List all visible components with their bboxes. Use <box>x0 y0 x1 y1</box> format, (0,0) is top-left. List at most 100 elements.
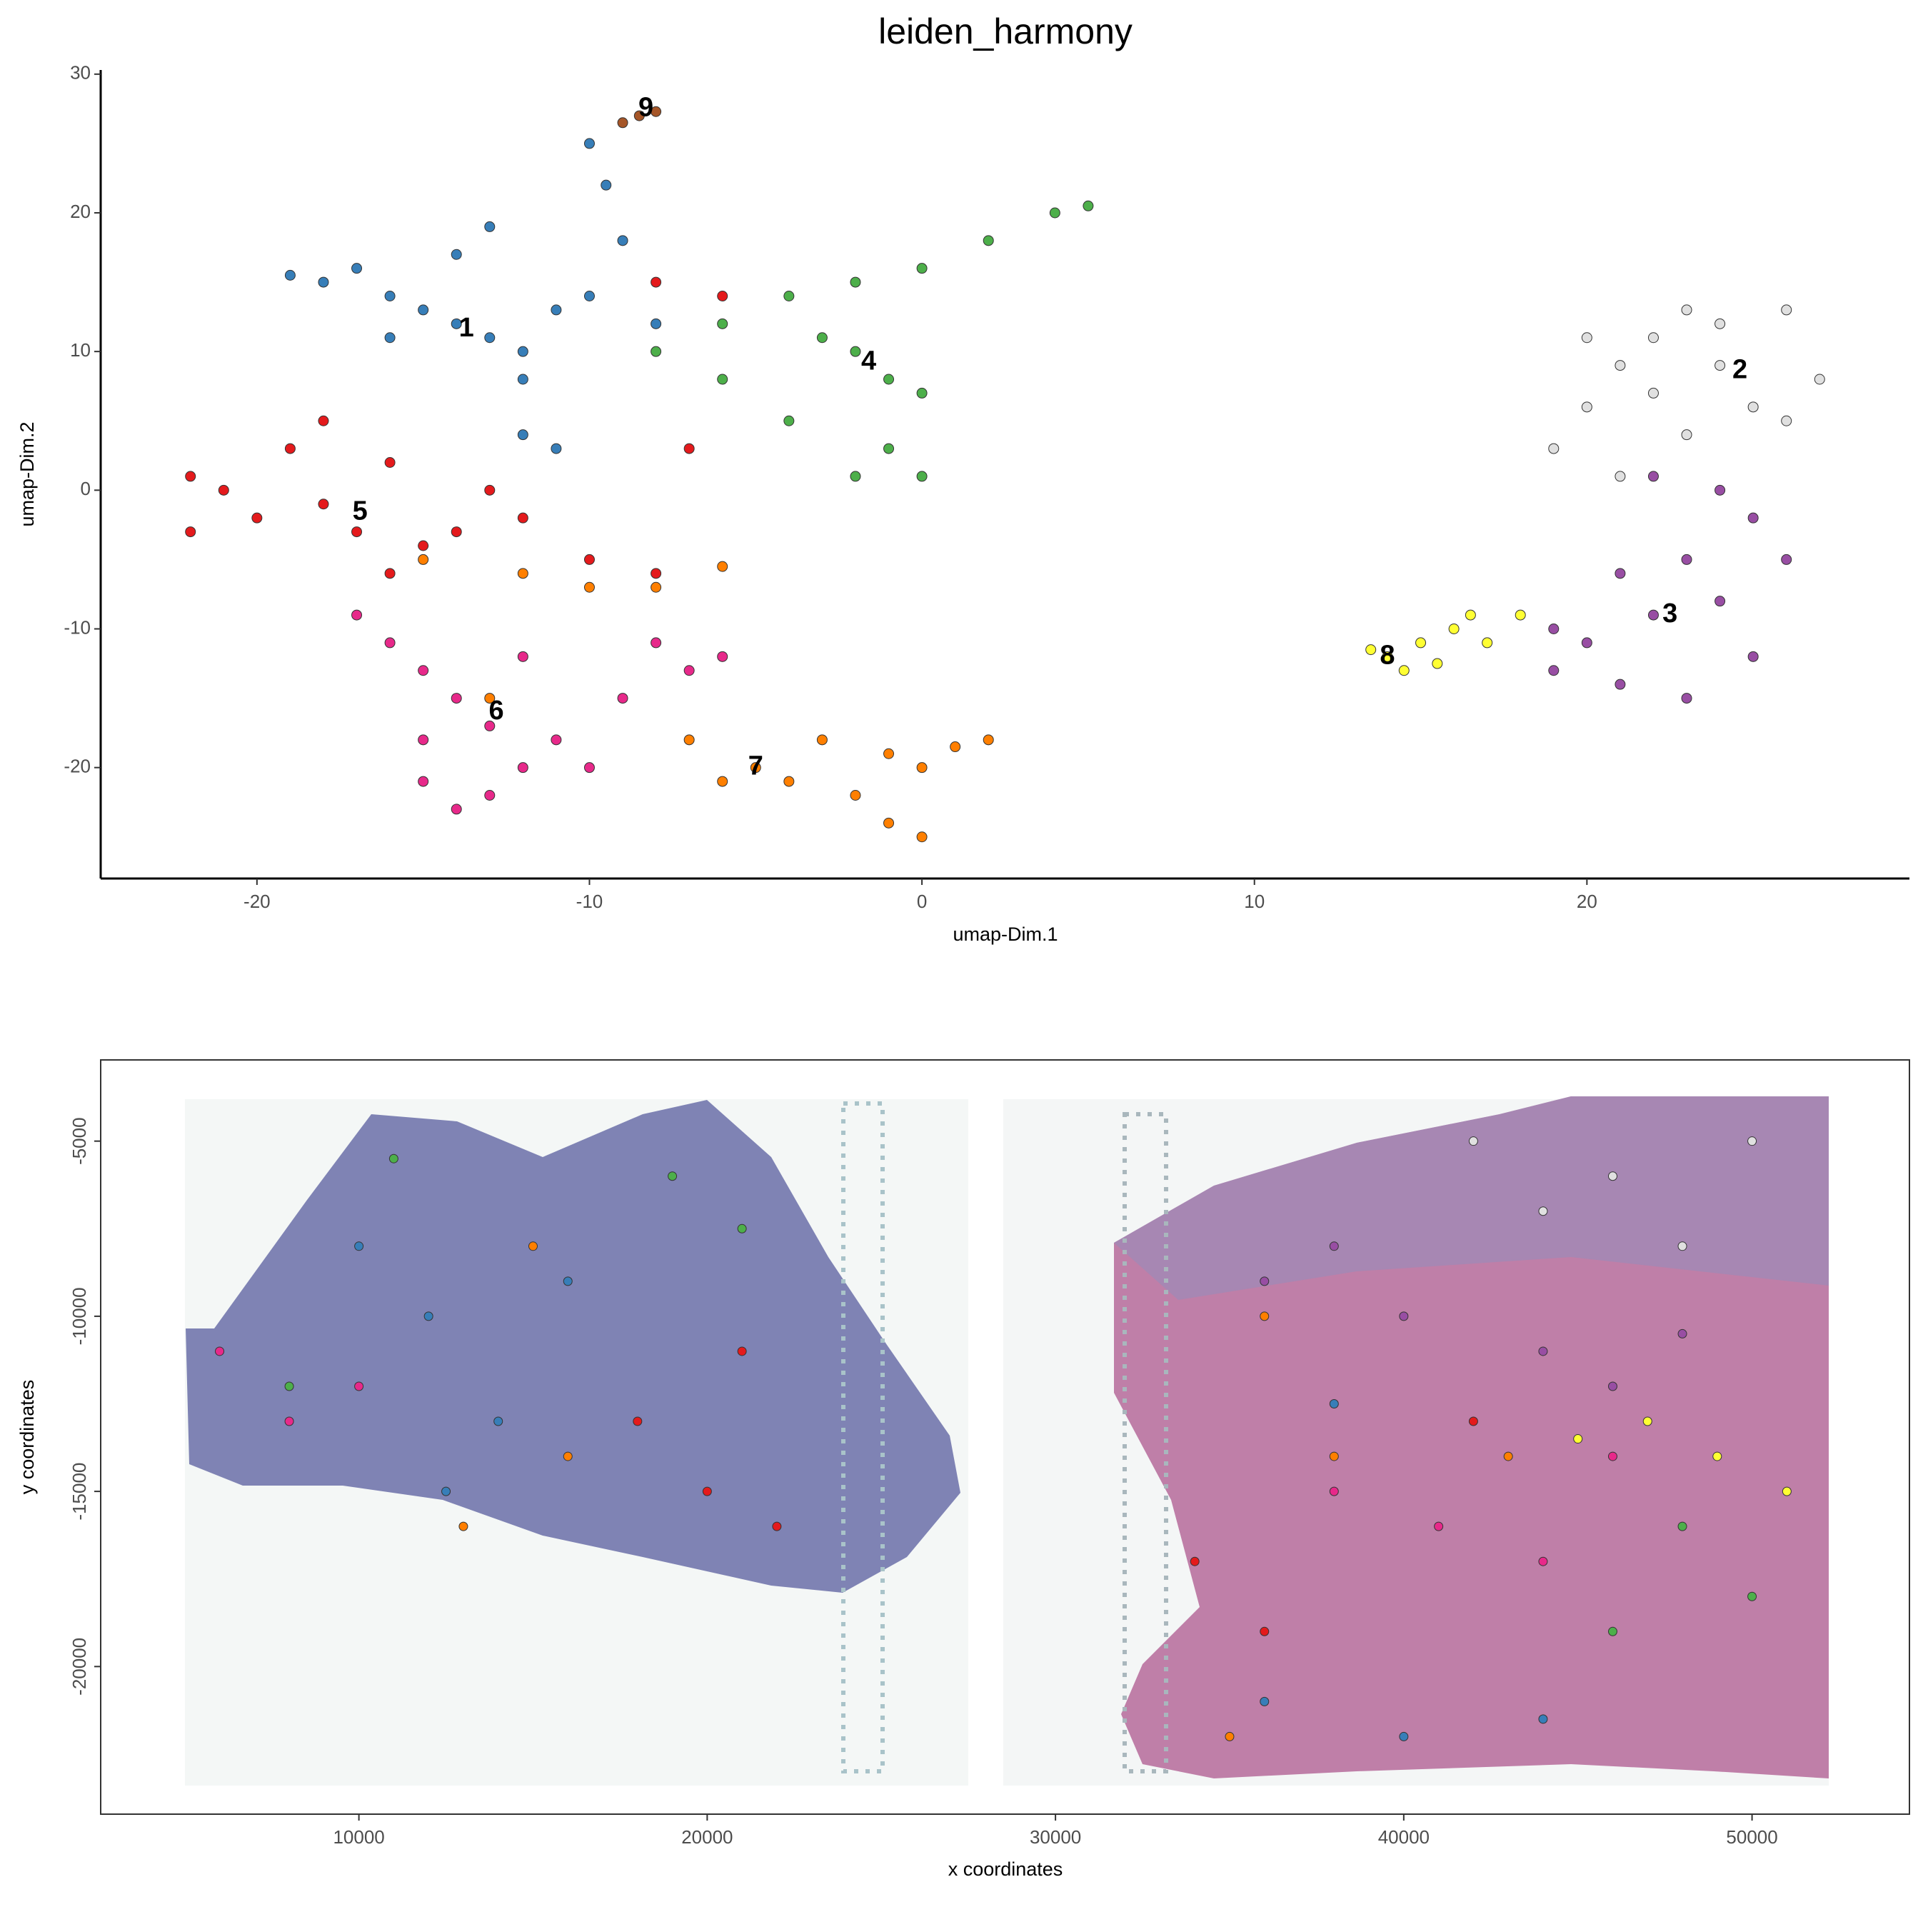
point <box>1747 512 1759 524</box>
point <box>651 581 662 593</box>
point <box>185 471 196 482</box>
point <box>384 568 396 579</box>
point <box>215 1346 225 1356</box>
y-tick-label: -10000 <box>69 1287 90 1345</box>
y-tick-label: 10 <box>70 339 91 361</box>
point <box>517 762 528 774</box>
point <box>883 374 895 385</box>
point <box>484 484 496 496</box>
point <box>451 804 462 815</box>
point <box>1747 1591 1757 1601</box>
x-tick-label: 20000 <box>681 1826 733 1848</box>
point <box>1573 1434 1583 1444</box>
cluster-points <box>1468 1136 1757 1251</box>
point <box>883 443 895 454</box>
cluster-points <box>284 1153 1757 1636</box>
plot-frame <box>100 1059 1910 1815</box>
point <box>1415 637 1427 649</box>
point <box>1677 1241 1687 1251</box>
cluster-label: 2 <box>1732 354 1747 384</box>
point <box>451 249 462 260</box>
point <box>384 637 396 649</box>
point <box>651 318 662 329</box>
cluster-label: 3 <box>1662 599 1677 629</box>
point <box>418 554 429 565</box>
x-axis-title: umap-Dim.1 <box>953 924 1058 945</box>
cluster-label: 6 <box>489 696 504 726</box>
cluster-points <box>633 1346 1478 1636</box>
point <box>1714 360 1726 371</box>
point <box>563 1276 573 1286</box>
point <box>458 1521 468 1531</box>
point <box>484 693 496 704</box>
cluster-points <box>354 1241 1548 1741</box>
chart-title: leiden_harmony <box>878 11 1133 51</box>
point <box>354 1241 364 1251</box>
point <box>528 1241 538 1251</box>
x-tick-label: 10000 <box>333 1826 384 1848</box>
point <box>717 290 728 301</box>
point <box>1329 1451 1339 1461</box>
x-tick-label: -10 <box>576 891 603 912</box>
point <box>1329 1486 1339 1496</box>
point <box>1468 1136 1478 1146</box>
point <box>1225 1731 1235 1741</box>
point <box>1607 1451 1617 1461</box>
point <box>384 456 396 468</box>
point <box>1681 554 1692 565</box>
x-tick-label: -20 <box>243 891 271 912</box>
point <box>484 720 496 731</box>
point <box>1615 360 1626 371</box>
point <box>1647 609 1659 621</box>
y-tick-label: -10 <box>64 616 91 638</box>
point <box>1781 554 1792 565</box>
point <box>1049 207 1060 219</box>
point <box>1681 693 1692 704</box>
y-axis-title: y coordinates <box>16 1380 38 1495</box>
point <box>351 526 363 538</box>
point <box>1747 1136 1757 1146</box>
point <box>1581 332 1592 344</box>
point <box>651 276 662 288</box>
point <box>451 526 462 538</box>
point <box>1434 1521 1444 1531</box>
point <box>493 1416 503 1426</box>
x-tick-label: 30000 <box>1030 1826 1081 1848</box>
point <box>318 276 329 288</box>
point <box>1781 415 1792 426</box>
cluster-points <box>418 554 994 843</box>
point <box>783 290 795 301</box>
point <box>1538 1206 1548 1216</box>
point <box>1714 596 1726 607</box>
cluster-points <box>215 1346 1617 1566</box>
y-tick-label: 0 <box>81 478 91 499</box>
point <box>351 609 363 621</box>
point <box>1448 623 1460 634</box>
point <box>351 263 363 274</box>
point <box>1260 1276 1270 1286</box>
x-tick-label: 0 <box>917 891 927 912</box>
point <box>484 332 496 344</box>
point <box>1607 1171 1617 1181</box>
point <box>563 1451 573 1461</box>
point <box>1538 1556 1548 1566</box>
point <box>772 1521 782 1531</box>
point <box>651 346 662 357</box>
point <box>1399 1731 1409 1741</box>
point <box>683 665 695 676</box>
y-tick-label: -5000 <box>69 1117 90 1165</box>
point <box>1681 304 1692 316</box>
point <box>1747 651 1759 662</box>
point <box>617 235 628 246</box>
cluster-points <box>1548 304 1825 482</box>
point <box>418 540 429 551</box>
point <box>1548 623 1560 634</box>
point <box>683 734 695 746</box>
x-tick-label: 50000 <box>1726 1826 1777 1848</box>
point <box>668 1171 678 1181</box>
cluster-points <box>1573 1416 1792 1496</box>
point <box>284 1381 294 1391</box>
point <box>783 776 795 787</box>
